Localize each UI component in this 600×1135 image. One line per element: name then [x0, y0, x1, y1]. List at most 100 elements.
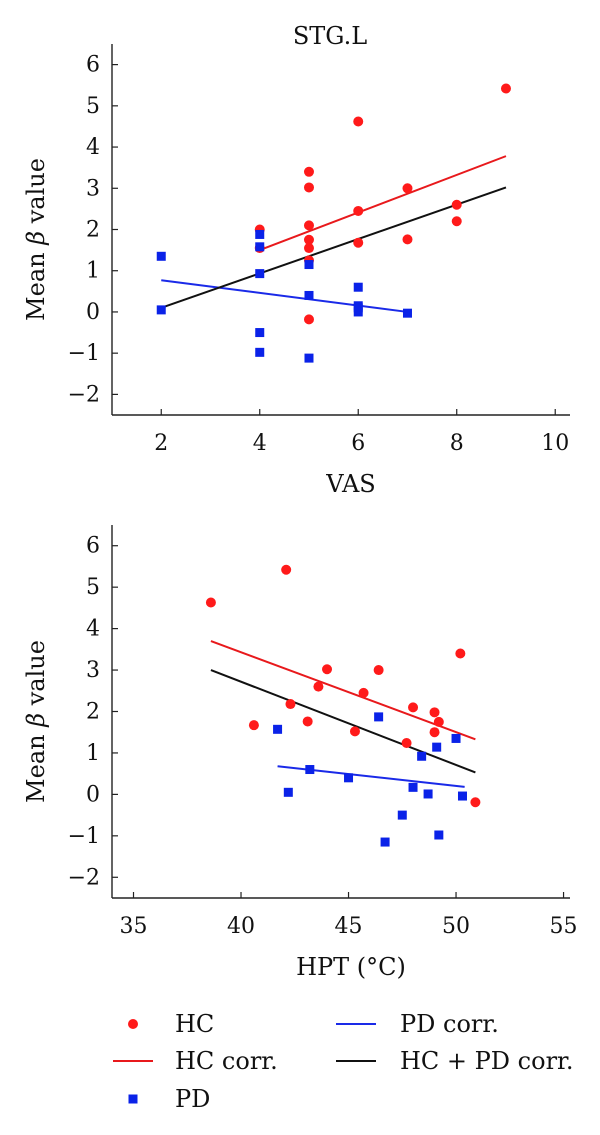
point-hc: [353, 116, 364, 127]
point-hc: [429, 707, 440, 718]
point-pd: [156, 251, 166, 261]
point-pd: [156, 305, 166, 315]
y-axis-label-prefix: Mean: [22, 727, 50, 803]
legend-marker-hc: [128, 1019, 138, 1029]
point-hc: [281, 564, 292, 575]
point-pd: [344, 773, 354, 783]
point-pd: [353, 307, 363, 317]
legend-label-hc-corr: HC corr.: [175, 1047, 278, 1075]
x-tick-label: 2: [154, 431, 168, 456]
x-tick-label: 10: [541, 431, 569, 456]
point-hc: [402, 234, 413, 245]
point-pd: [353, 282, 363, 292]
legend-marker-pd: [128, 1094, 138, 1104]
y-tick-label: 5: [86, 94, 100, 119]
legend: HC HC corr. PD PD corr. HC + PD corr.: [113, 1010, 574, 1113]
point-pd: [451, 733, 461, 743]
point-pd: [305, 765, 315, 775]
x-axis-label: HPT (°C): [296, 953, 406, 981]
x-tick-label: 50: [442, 914, 470, 939]
y-tick-label: 0: [86, 782, 100, 807]
point-hc: [455, 648, 466, 659]
y-tick-label: 5: [86, 575, 100, 600]
point-hc: [402, 183, 413, 194]
y-tick-label: −1: [68, 824, 100, 849]
point-pd: [255, 269, 265, 279]
y-tick-label: 1: [86, 259, 100, 284]
point-pd: [432, 742, 442, 752]
point-hc: [303, 182, 314, 193]
y-tick-label: 6: [86, 534, 100, 559]
point-pd: [304, 260, 314, 270]
point-pd: [255, 242, 265, 252]
point-hc: [349, 726, 360, 737]
x-tick-label: 45: [335, 914, 363, 939]
point-pd: [402, 308, 412, 318]
y-tick-label: 4: [86, 135, 100, 160]
point-pd: [304, 353, 314, 363]
y-axis-label-suffix: value: [22, 158, 50, 231]
y-axis-label-suffix: value: [22, 640, 50, 713]
y-axis-label: Mean β value: [22, 158, 50, 321]
x-tick-label: 40: [227, 914, 255, 939]
point-hc: [303, 166, 314, 177]
point-pd: [255, 347, 265, 357]
y-tick-label: 2: [86, 700, 100, 725]
point-pd: [283, 787, 293, 797]
x-tick-label: 8: [450, 431, 464, 456]
point-pd: [417, 751, 427, 761]
y-tick-label: 1: [86, 741, 100, 766]
point-hc: [302, 716, 313, 727]
point-hc: [401, 737, 412, 748]
y-tick-label: 3: [86, 658, 100, 683]
y-tick-label: 2: [86, 218, 100, 243]
y-axis-label-prefix: Mean: [22, 245, 50, 321]
point-hc: [285, 699, 296, 710]
point-pd: [374, 712, 384, 722]
point-pd: [423, 789, 433, 799]
point-hc: [303, 314, 314, 325]
chart-title: STG.L: [293, 22, 367, 50]
point-hc: [433, 716, 444, 727]
point-pd: [304, 290, 314, 300]
chart-stg-l-vas: −2 −1 0 1 2 3 4 5 6 2 4 6 8 10 STG.L VAS Mean β value: [22, 22, 570, 498]
point-hc: [500, 83, 511, 94]
legend-label-pd-corr: PD corr.: [400, 1010, 499, 1038]
point-hc: [303, 234, 314, 245]
y-tick-label: −2: [68, 382, 100, 407]
point-hc: [353, 237, 364, 248]
y-tick-label: 4: [86, 617, 100, 642]
point-hc: [429, 727, 440, 738]
point-hc: [358, 687, 369, 698]
series-line-hc-corr: [210, 640, 476, 741]
x-tick-label: 4: [253, 431, 267, 456]
point-hc: [470, 797, 481, 808]
point-pd: [273, 724, 283, 734]
legend-label-hc-pd-corr: HC + PD corr.: [400, 1047, 574, 1075]
y-tick-label: 0: [86, 300, 100, 325]
series-line-hc-corr: [259, 155, 507, 252]
point-pd: [380, 837, 390, 847]
x-tick-label: 55: [550, 914, 578, 939]
y-axis-label-beta: β: [22, 231, 50, 246]
point-hc: [303, 243, 314, 254]
y-tick-label: 6: [86, 53, 100, 78]
point-hc: [373, 665, 384, 676]
series-line-hc-pd-corr: [210, 669, 476, 774]
point-pd: [255, 328, 265, 338]
x-tick-label: 35: [120, 914, 148, 939]
y-axis-label: Mean β value: [22, 640, 50, 803]
point-hc: [303, 220, 314, 231]
point-pd: [457, 791, 467, 801]
point-hc: [451, 216, 462, 227]
point-pd: [397, 810, 407, 820]
point-hc: [353, 205, 364, 216]
point-hc: [451, 199, 462, 210]
x-tick-label: 6: [351, 431, 365, 456]
y-tick-label: −2: [68, 865, 100, 890]
series-line-pd-corr: [161, 279, 408, 313]
point-hc: [205, 597, 216, 608]
x-axis-label: VAS: [325, 470, 375, 498]
